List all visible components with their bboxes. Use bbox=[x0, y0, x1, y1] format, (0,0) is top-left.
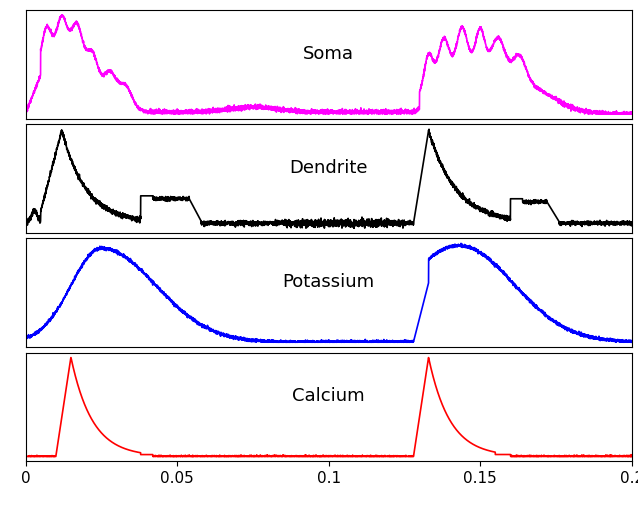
Text: Calcium: Calcium bbox=[292, 387, 365, 405]
Text: Soma: Soma bbox=[303, 45, 354, 63]
Text: Dendrite: Dendrite bbox=[289, 159, 368, 177]
Text: Potassium: Potassium bbox=[283, 273, 375, 291]
